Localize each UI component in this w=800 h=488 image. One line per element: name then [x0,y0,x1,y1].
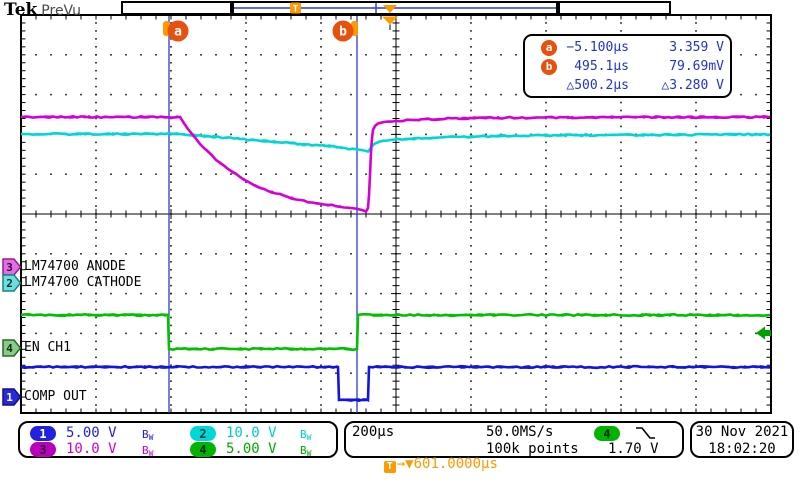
channel1-bandwidth-icon: BW [142,428,154,442]
trigger-level-readout: 1.70 V [608,441,659,457]
record-length-readout: 100k points [486,441,579,457]
channel3-scale: 10.0 V [66,441,117,457]
svg-text:a: a [174,25,182,40]
record-view-bar: T [121,1,671,15]
cursor-b-time: 495.1µs [574,59,629,74]
channel4-ground-marker[interactable]: 4 [2,339,22,357]
channel4-chip[interactable]: 4 [190,442,216,457]
channel2-scale: 10.0 V [226,425,277,441]
cursor-a-row: a −5.100µs 3.359 V [525,38,730,57]
cursor-b-marker[interactable]: b [332,20,354,42]
datetime-panel: 30 Nov 2021 18:02:20 [690,421,794,458]
channel3-ground-marker[interactable]: 3 [2,258,22,276]
svg-text:1: 1 [6,391,13,404]
trigger-delay-readout: T →▼601.0000µs [350,442,498,488]
channel2-bandwidth-icon: BW [300,428,312,442]
time-readout: 18:02:20 [708,441,776,457]
cursor-a-badge: a [541,39,557,56]
record-window-right-bracket [556,2,560,14]
cursor-b-row: b 495.1µs 79.69mV [525,57,730,76]
record-window-left-bracket [230,2,234,14]
channel1-ground-marker[interactable]: 1 [2,388,22,406]
trigger-t-icon: T [383,460,396,473]
cursor-delta-spacer [541,78,557,94]
cursor-b-voltage: 79.69mV [669,59,724,74]
channel2-chip[interactable]: 2 [190,426,216,441]
cursor-a-voltage: 3.359 V [669,40,724,55]
svg-text:T: T [293,5,299,15]
tek-logo: Tek PreVu [4,0,82,20]
cursor-a-marker[interactable]: a [167,20,189,42]
timebase-readout: 200µs [352,424,395,440]
cursor-delta-time: △500.2µs [566,78,629,93]
trigger-level-arrow[interactable] [756,326,771,340]
channel4-scale: 5.00 V [226,441,277,457]
channel1-chip[interactable]: 1 [30,426,56,441]
trigger-slope-falling-icon [636,427,655,439]
channel2-ground-marker[interactable]: 2 [2,274,22,292]
date-readout: 30 Nov 2021 [695,424,789,440]
cursor-a-time: −5.100µs [566,40,629,55]
sample-rate-readout: 50.0MS/s [486,424,554,440]
channel3-label: LM74700 ANODE [24,259,126,274]
channel3-chip[interactable]: 3 [30,442,56,457]
record-expansion-marker [383,5,397,13]
svg-text:2: 2 [6,277,13,290]
waveform-fuzz-ch4-en-ch1 [20,313,771,351]
channel3-bandwidth-icon: BW [142,444,154,458]
acquisition-mode-text: PreVu [41,3,82,19]
horizontal-trigger-panel[interactable]: 200µs 50.0MS/s 4 T →▼601.0000µs 100k poin… [344,421,684,473]
channel1-scale: 5.00 V [66,425,117,441]
waveform-fuzz-ch3-lm74700-anode [20,115,771,213]
cursor-delta-voltage: △3.280 V [661,78,724,93]
record-trigger-t-marker: T [290,2,301,15]
waveform-fuzz-ch1-comp-out [20,365,771,402]
expansion-point-marker [382,16,398,30]
waveform-fuzz-ch2-lm74700-cathode [20,132,771,153]
svg-text:b: b [339,25,347,40]
channel1-label: COMP OUT [24,389,87,404]
cursor-b-badge: b [541,58,557,75]
channel2-label: LM74700 CATHODE [24,275,142,290]
svg-text:3: 3 [6,261,13,274]
cursor-delta-row: △500.2µs △3.280 V [525,76,730,95]
channel4-bandwidth-icon: BW [300,444,312,458]
cursor-readout-box: a −5.100µs 3.359 V b 495.1µs 79.69mV △50… [523,34,732,98]
tek-brand-text: Tek [4,0,38,20]
svg-text:4: 4 [6,342,13,355]
trigger-source-chip[interactable]: 4 [594,426,620,441]
channel-scales-panel[interactable]: 1 5.00 V BW 2 10.0 V BW 3 10.0 V BW 4 5.… [18,421,338,458]
channel4-label: EN CH1 [24,340,71,355]
